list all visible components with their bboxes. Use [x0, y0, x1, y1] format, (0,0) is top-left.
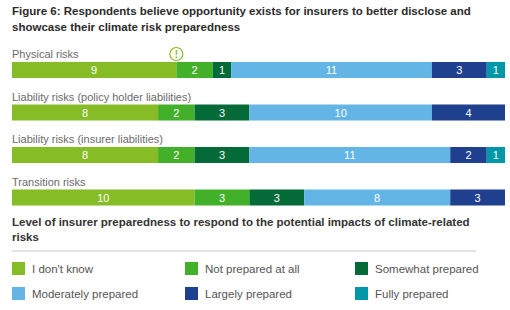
data-label: 11	[326, 64, 337, 76]
legend-swatch	[185, 262, 198, 275]
bar-segment	[195, 105, 250, 121]
bar-segment	[158, 105, 195, 121]
legend-item: I don't know	[12, 262, 94, 275]
bar-segment	[176, 62, 213, 78]
text-line: Figure 6: Respondents believe opportunit…	[12, 5, 471, 17]
legend-swatch	[355, 262, 368, 275]
data-label: 2	[173, 149, 179, 161]
data-label: 2	[173, 107, 179, 119]
separator	[12, 251, 476, 252]
legend-item: Not prepared at all	[185, 262, 300, 275]
series	[487, 62, 505, 163]
data-label: 3	[456, 64, 462, 76]
data-label: 1	[219, 64, 225, 76]
bar-segment	[12, 62, 176, 78]
data-labels: 98810222313331110118342311	[82, 64, 499, 204]
bar-segment	[249, 147, 450, 163]
bar-segment	[505, 105, 506, 121]
subtitle: Level of insurer preparedness to respond…	[12, 216, 470, 243]
bar-segment	[158, 147, 195, 163]
data-label: 4	[465, 107, 471, 119]
legend-swatch	[12, 262, 25, 275]
series	[195, 62, 305, 206]
bar-segment	[195, 190, 250, 206]
legend-label: I don't know	[32, 263, 94, 275]
legend-swatch	[185, 287, 198, 300]
text-line: Level of insurer preparedness to respond…	[12, 216, 470, 228]
legend-label: Not prepared at all	[205, 263, 300, 275]
series	[12, 62, 195, 206]
legend: I don't know Not prepared at all Somewhat …	[12, 262, 479, 300]
bar-segment	[432, 105, 505, 121]
bar-segment	[505, 190, 506, 206]
series	[158, 62, 249, 206]
bar-segment	[450, 190, 505, 206]
data-label: 10	[97, 192, 109, 204]
bar-segment	[304, 190, 450, 206]
legend-item: Moderately prepared	[12, 287, 138, 300]
data-label: 3	[219, 192, 225, 204]
title: Figure 6: Respondents believe opportunit…	[12, 5, 471, 33]
category-label: Liability risks (insurer liabilities)	[12, 133, 163, 145]
bar-segment	[487, 62, 505, 78]
series	[231, 62, 450, 206]
data-label: 1	[493, 64, 499, 76]
bar-segment	[249, 105, 432, 121]
annotation-circle	[170, 48, 183, 61]
data-label: 3	[219, 107, 225, 119]
bar-segment	[432, 62, 487, 78]
bars	[12, 62, 505, 206]
legend-label: Fully prepared	[375, 288, 449, 300]
data-label: 11	[344, 149, 355, 161]
legend-swatch	[355, 287, 368, 300]
data-label: 10	[335, 107, 347, 119]
legend-label: Moderately prepared	[32, 288, 138, 300]
bar-segment	[195, 147, 250, 163]
category-label: Transition risks	[12, 176, 86, 188]
data-label: 3	[274, 192, 280, 204]
data-label: 8	[82, 149, 88, 161]
data-label: 3	[219, 149, 225, 161]
category-label: Physical risks	[12, 48, 79, 60]
bar-segment	[213, 62, 231, 78]
text-line: risks	[12, 231, 39, 243]
bar-segment	[12, 147, 158, 163]
chart: Figure 6: Respondents believe opportunit…	[0, 0, 510, 310]
data-label: 8	[82, 107, 88, 119]
bar-segment	[12, 105, 158, 121]
annotation-text: !	[175, 49, 178, 60]
bar-segment	[487, 147, 505, 163]
series	[432, 62, 505, 206]
data-label: 8	[374, 192, 380, 204]
bar-segment	[249, 190, 304, 206]
bar-segment	[450, 147, 487, 163]
data-label: 3	[475, 192, 481, 204]
legend-label: Largely prepared	[205, 288, 292, 300]
legend-label: Somewhat prepared	[375, 263, 479, 275]
bar-segment	[12, 190, 195, 206]
legend-swatch	[12, 287, 25, 300]
legend-item: Largely prepared	[185, 287, 292, 300]
text-line: showcase their climate risk preparedness	[12, 21, 240, 33]
bar-segment	[231, 62, 432, 78]
data-label: 1	[493, 149, 499, 161]
data-label: 2	[465, 149, 471, 161]
legend-item: Somewhat prepared	[355, 262, 479, 275]
data-label: 2	[192, 64, 198, 76]
legend-item: Fully prepared	[355, 287, 449, 300]
annotation: !	[170, 48, 183, 61]
category-label: Liability risks (policy holder liabiliti…	[12, 91, 191, 103]
data-label: 9	[91, 64, 97, 76]
